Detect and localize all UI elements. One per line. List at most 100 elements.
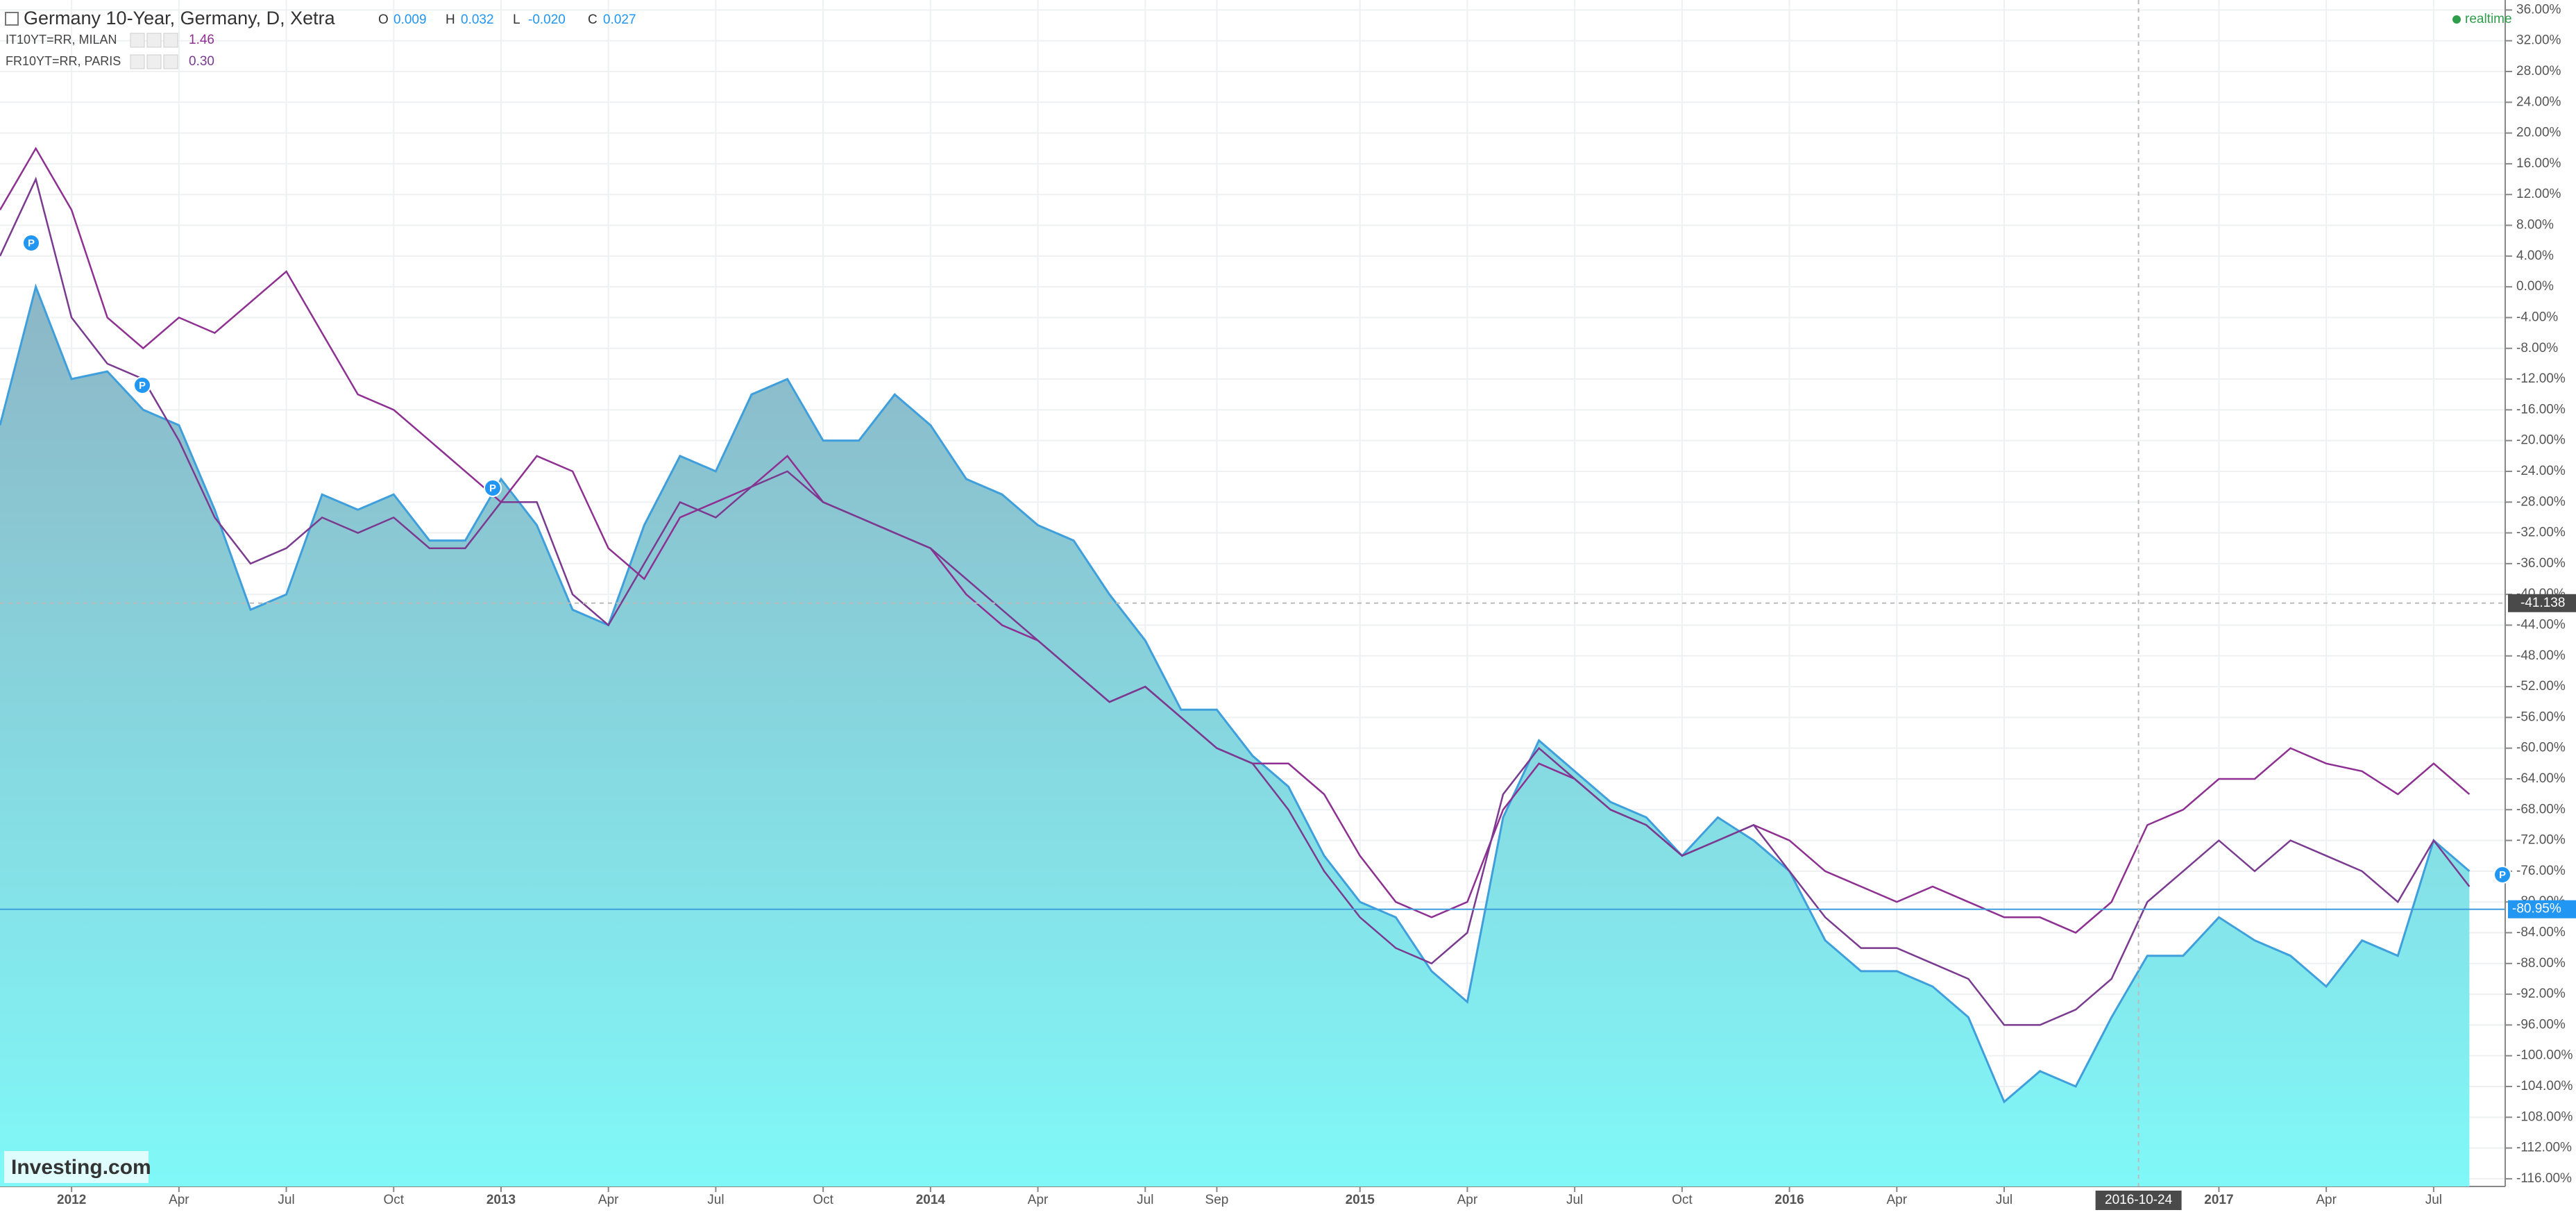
y-tick-label: -68.00%	[2516, 802, 2566, 816]
x-tick-label: Jul	[2425, 1193, 2442, 1207]
x-tick-label: 2014	[916, 1193, 946, 1207]
status-dot	[2452, 15, 2461, 24]
legend-value: 0.30	[189, 54, 214, 69]
ohlc-value: 0.009	[393, 12, 427, 27]
legend-value: 1.46	[189, 33, 214, 47]
y-tick-label: -84.00%	[2516, 925, 2566, 940]
y-tick-label: 0.00%	[2516, 279, 2554, 294]
x-tick-label: 2015	[1346, 1193, 1375, 1207]
crosshair-y-box	[2508, 594, 2576, 612]
y-tick-label: -76.00%	[2516, 864, 2566, 878]
y-tick-label: -104.00%	[2516, 1079, 2573, 1093]
y-tick-label: 20.00%	[2516, 126, 2561, 140]
last-price-box	[2508, 900, 2576, 918]
y-tick-label: -72.00%	[2516, 833, 2566, 848]
legend-button[interactable]	[146, 33, 162, 48]
series-line	[0, 283, 2471, 1104]
y-tick-label: -8.00%	[2516, 341, 2558, 355]
event-marker-label: P	[489, 482, 496, 494]
y-tick-label: -52.00%	[2516, 679, 2566, 694]
legend-button[interactable]	[163, 33, 178, 48]
event-marker[interactable]	[2493, 866, 2511, 884]
y-tick-label: -100.00%	[2516, 1048, 2573, 1063]
plot	[0, 146, 2471, 1187]
y-tick-label: -44.00%	[2516, 617, 2566, 632]
area	[0, 287, 2470, 1187]
x-tick-label: Jul	[1566, 1193, 1583, 1207]
legend-button[interactable]	[163, 54, 178, 69]
y-tick-label: 8.00%	[2516, 218, 2554, 233]
event-marker[interactable]	[484, 479, 502, 497]
ohlc-label: C	[588, 12, 598, 27]
legend-name: IT10YT=RR, MILAN	[6, 33, 117, 47]
legend-button[interactable]	[130, 54, 145, 69]
x-tick-label: Sep	[1205, 1193, 1229, 1207]
event-marker[interactable]	[22, 234, 40, 252]
logo-box	[4, 1151, 149, 1183]
y-tick-label: -16.00%	[2516, 402, 2566, 417]
ohlc-label: H	[446, 12, 455, 27]
x-tick-label: 2013	[486, 1193, 516, 1207]
y-tick-label: -20.00%	[2516, 433, 2566, 448]
y-tick-label: -92.00%	[2516, 987, 2566, 1001]
event-marker-label: P	[2499, 869, 2506, 881]
ohlc-value: 0.027	[603, 12, 636, 27]
y-tick-label: 28.00%	[2516, 64, 2561, 78]
event-marker-label: P	[139, 380, 146, 392]
x-tick-label: Jul	[1137, 1193, 1153, 1207]
y-tick-label: -28.00%	[2516, 494, 2566, 509]
x-tick-label: Apr	[598, 1193, 619, 1207]
x-tick-label: Jul	[278, 1193, 294, 1207]
x-tick-label: Oct	[813, 1193, 833, 1207]
collapse-button[interactable]	[5, 12, 19, 26]
x-tick-label: Apr	[169, 1193, 189, 1207]
x-tick-label: Oct	[384, 1193, 405, 1207]
ohlc-label: L	[513, 12, 520, 27]
crosshair-x-box	[2095, 1191, 2182, 1210]
crosshair-y-label: -41.138	[2520, 596, 2565, 610]
ohlc-label: O	[378, 12, 389, 27]
y-tick-label: 24.00%	[2516, 94, 2561, 109]
y-tick-label: 4.00%	[2516, 249, 2554, 263]
x-tick-label: Jul	[1996, 1193, 2012, 1207]
x-tick-label: Apr	[1028, 1193, 1049, 1207]
x-tick-label: 2012	[57, 1193, 86, 1207]
x-tick-label: Apr	[2316, 1193, 2337, 1207]
x-tick-label: Oct	[1672, 1193, 1693, 1207]
crosshair-x-label: 2016-10-24	[2105, 1193, 2173, 1207]
y-tick-label: 36.00%	[2516, 2, 2561, 17]
x-tick-label: Apr	[1457, 1193, 1478, 1207]
event-marker[interactable]	[133, 376, 151, 394]
event-marker-label: P	[28, 237, 35, 249]
y-tick-label: -88.00%	[2516, 956, 2566, 971]
legend-button[interactable]	[146, 54, 162, 69]
y-tick-label: -36.00%	[2516, 556, 2566, 571]
x-tick-label: Jul	[707, 1193, 724, 1207]
y-tick-label: -12.00%	[2516, 371, 2566, 386]
y-tick-label: -60.00%	[2516, 741, 2566, 755]
y-tick-label: 16.00%	[2516, 156, 2561, 171]
y-tick-label: 12.00%	[2516, 187, 2561, 201]
y-tick-label: 32.00%	[2516, 33, 2561, 48]
y-tick-label: -56.00%	[2516, 710, 2566, 724]
chart-title: Germany 10-Year, Germany, D, Xetra	[24, 8, 336, 28]
y-tick-label: -96.00%	[2516, 1017, 2566, 1032]
y-tick-label: -64.00%	[2516, 771, 2566, 786]
legend-name: FR10YT=RR, PARIS	[6, 54, 121, 68]
x-tick-label: 2016	[1774, 1193, 1804, 1207]
y-tick-label: -116.00%	[2516, 1171, 2572, 1186]
y-tick-label: -4.00%	[2516, 310, 2558, 324]
y-tick-label: -112.00%	[2516, 1141, 2572, 1155]
series-line	[0, 176, 2471, 1026]
legend-button[interactable]	[130, 33, 145, 48]
logo: Investing.com	[11, 1156, 151, 1179]
ohlc-value: -0.020	[528, 12, 566, 27]
ohlc-value: 0.032	[461, 12, 494, 27]
y-tick-label: -32.00%	[2516, 526, 2566, 540]
y-tick-label: -48.00%	[2516, 648, 2566, 663]
x-tick-label: Apr	[1886, 1193, 1907, 1207]
status-label: realtime	[2465, 12, 2512, 26]
